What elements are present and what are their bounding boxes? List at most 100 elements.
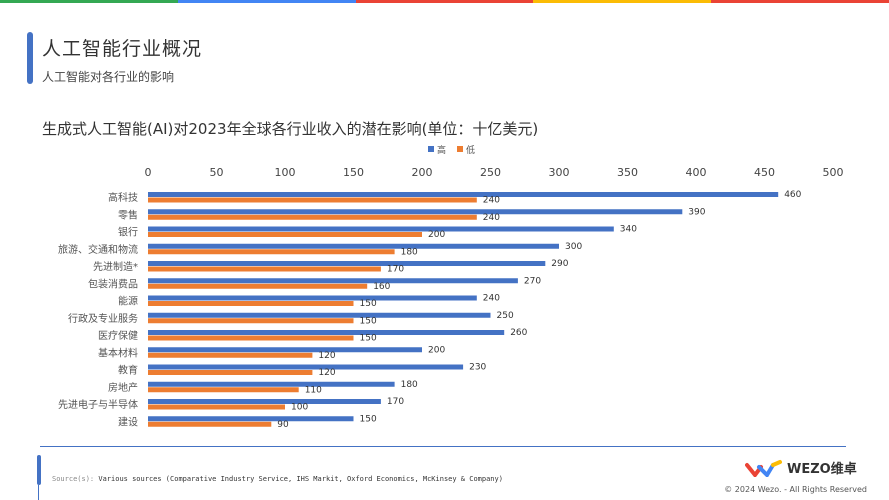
bar-high: [148, 278, 518, 284]
x-tick-label: 500: [823, 166, 844, 179]
data-label: 180: [401, 247, 418, 257]
bar-high: [148, 347, 422, 353]
category-label: 基本材料: [98, 346, 138, 359]
data-label: 170: [387, 265, 404, 275]
bar-high: [148, 312, 491, 318]
data-label: 120: [318, 351, 335, 361]
x-tick-label: 100: [275, 166, 296, 179]
category-label: 高科技: [108, 191, 138, 204]
x-tick-label: 350: [617, 166, 638, 179]
x-tick-label: 50: [210, 166, 224, 179]
category-label: 医疗保健: [98, 329, 138, 342]
x-tick-label: 200: [412, 166, 433, 179]
bar-low: [148, 352, 313, 358]
bar-low: [148, 249, 395, 255]
data-label: 180: [401, 380, 418, 390]
source-text: Various sources (Comparative Industry Se…: [98, 475, 503, 483]
source-label: Source(s):: [52, 475, 95, 483]
brand-logo: WEZO维卓: [745, 458, 857, 477]
bar-high: [148, 209, 683, 215]
bar-high: [148, 330, 505, 335]
wezo-logo-icon: [745, 459, 782, 477]
data-label: 460: [784, 190, 801, 200]
data-label: 200: [428, 345, 445, 355]
data-label: 110: [305, 385, 322, 395]
footer-line: [38, 485, 39, 500]
bar-low: [148, 232, 422, 237]
bar-low: [148, 421, 272, 427]
data-label: 260: [510, 328, 527, 338]
category-label: 教育: [118, 364, 138, 377]
bar-high: [148, 243, 559, 249]
category-label: 房地产: [108, 381, 138, 394]
category-label: 能源: [118, 295, 138, 308]
data-label: 150: [360, 334, 377, 344]
legend-swatch: [428, 146, 434, 152]
data-label: 240: [483, 213, 500, 223]
data-label: 120: [318, 368, 335, 378]
data-label: 100: [291, 403, 308, 413]
category-label: 零售: [118, 208, 138, 221]
bar-low: [148, 387, 299, 393]
divider: [40, 446, 846, 447]
bar-high: [148, 192, 779, 197]
chart-title: 生成式人工智能(AI)对2023年全球各行业收入的潜在影响(单位：十亿美元): [42, 120, 539, 138]
data-label: 390: [688, 207, 705, 217]
bar-high: [148, 399, 381, 404]
category-label: 旅游、交通和物流: [58, 243, 138, 256]
bar-low: [148, 404, 285, 410]
bar-low: [148, 266, 381, 272]
x-tick-label: 0: [145, 166, 152, 179]
category-label: 银行: [118, 226, 138, 239]
legend-label: 高: [437, 144, 446, 156]
legend-swatch: [457, 146, 463, 152]
data-label: 270: [524, 276, 541, 286]
bar-high: [148, 261, 546, 266]
page-subtitle: 人工智能对各行业的影响: [42, 70, 175, 84]
title-accent: [27, 32, 33, 84]
bar-low: [148, 301, 354, 306]
bar-low: [148, 335, 354, 341]
data-label: 170: [387, 397, 404, 407]
category-label: 建设: [118, 415, 138, 428]
bar-low: [148, 370, 313, 375]
data-label: 230: [469, 363, 486, 373]
bar-high: [148, 364, 464, 370]
data-label: 200: [428, 230, 445, 240]
category-label: 行政及专业服务: [68, 312, 138, 325]
data-label: 240: [483, 294, 500, 304]
x-tick-label: 400: [686, 166, 707, 179]
top-color-bar: [0, 0, 889, 3]
data-label: 340: [620, 225, 637, 235]
data-label: 90: [277, 420, 289, 430]
data-label: 250: [497, 311, 514, 321]
page-title: 人工智能行业概况: [42, 38, 203, 60]
category-label: 先进制造*: [93, 260, 138, 273]
x-tick-label: 450: [754, 166, 775, 179]
bar-low: [148, 214, 477, 220]
bar-low: [148, 197, 477, 203]
bar-low: [148, 283, 368, 289]
bar-high: [148, 381, 395, 387]
source-note: Source(s): Various sources (Comparative …: [52, 475, 503, 483]
data-label: 150: [360, 414, 377, 424]
data-label: 240: [483, 196, 500, 206]
bar-high: [148, 416, 354, 422]
data-label: 160: [373, 282, 390, 292]
data-label: 300: [565, 242, 582, 252]
footer-accent: [37, 455, 41, 485]
bar-high: [148, 226, 614, 232]
x-tick-label: 250: [480, 166, 501, 179]
category-label: 先进电子与半导体: [58, 398, 138, 411]
category-label: 包装消费品: [88, 277, 138, 290]
bar-high: [148, 295, 477, 301]
data-label: 150: [360, 316, 377, 326]
legend-label: 低: [466, 144, 475, 156]
bar-low: [148, 318, 354, 324]
x-tick-label: 150: [343, 166, 364, 179]
data-label: 150: [360, 299, 377, 309]
brand-name: WEZO维卓: [787, 462, 857, 477]
x-tick-label: 300: [549, 166, 570, 179]
copyright: © 2024 Wezo. - All Rights Reserved: [724, 485, 867, 494]
